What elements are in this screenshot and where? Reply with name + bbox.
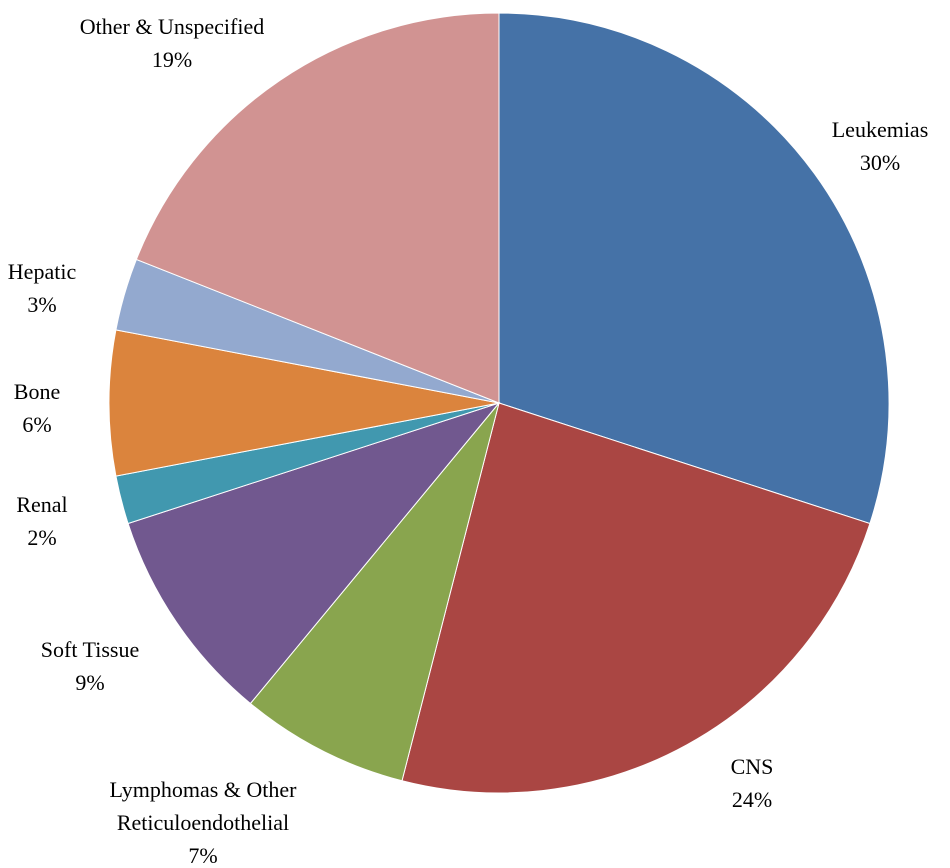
value-label: 2% — [27, 525, 57, 550]
pie-slice — [108, 329, 500, 477]
category-label: Renal — [16, 492, 68, 517]
slice-label: Renal 2% — [0, 488, 102, 554]
slice-label: Hepatic 3% — [0, 255, 102, 321]
pie-slice — [127, 401, 501, 705]
value-label: 30% — [859, 150, 901, 175]
value-label: 7% — [188, 843, 218, 868]
slice-label: Soft Tissue 9% — [0, 633, 190, 699]
pie-slice — [249, 402, 500, 782]
slice-label: Other & Unspecified 19% — [22, 10, 322, 76]
slice-label: Lymphomas & Other Reticuloendothelial 7% — [63, 773, 343, 868]
category-label: CNS — [730, 754, 774, 779]
category-label: Lymphomas & Other Reticuloendothelial — [109, 777, 297, 835]
category-label: Bone — [13, 379, 61, 404]
value-label: 19% — [151, 47, 193, 72]
value-label: 24% — [731, 787, 773, 812]
category-label: Soft Tissue — [40, 637, 140, 662]
pie-slice — [135, 12, 500, 404]
value-label: 9% — [75, 670, 105, 695]
value-label: 6% — [22, 412, 52, 437]
category-label: Leukemias — [831, 117, 929, 142]
pie-slice — [401, 402, 871, 794]
pie-slice — [498, 12, 890, 525]
category-label: Other & Unspecified — [79, 14, 265, 39]
value-label: 3% — [27, 292, 57, 317]
slice-label: Leukemias 30% — [780, 113, 950, 179]
category-label: Hepatic — [7, 259, 77, 284]
slice-label: CNS 24% — [692, 750, 812, 816]
slice-label: Bone 6% — [0, 375, 87, 441]
